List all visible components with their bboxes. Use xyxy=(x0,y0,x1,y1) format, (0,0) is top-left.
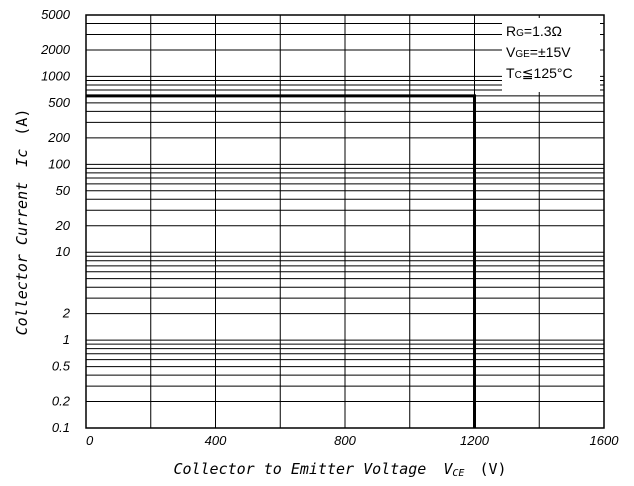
legend-entry: VGE=±15V xyxy=(506,44,571,60)
x-tick-label: 800 xyxy=(334,433,356,448)
y-tick-label: 0.5 xyxy=(52,359,71,374)
legend-entry: TC≦125°C xyxy=(506,65,573,81)
x-tick-label: 1200 xyxy=(460,433,490,448)
x-tick-label: 1600 xyxy=(590,433,620,448)
y-tick-label: 50 xyxy=(56,183,71,198)
y-tick-label: 0.1 xyxy=(52,420,70,435)
y-tick-labels: 0.1 0.2 0.5 1 2 10 20 50 100 200 500 1000 2000 5000 xyxy=(40,7,71,435)
x-axis-unit: (V) xyxy=(479,460,506,478)
y-tick-label: 500 xyxy=(48,95,70,110)
y-axis-text: Collector Current xyxy=(13,182,31,336)
x-axis-text: Collector to Emitter Voltage xyxy=(173,460,426,478)
legend-box: RG=1.3Ω VGE=±15V TC≦125°C xyxy=(502,18,600,92)
legend-value: =1.3Ω xyxy=(524,23,562,39)
y-tick-label: 20 xyxy=(55,218,71,233)
y-tick-label: 10 xyxy=(56,244,71,259)
y-axis-unit: (A) xyxy=(13,109,31,136)
legend-subscript: C xyxy=(515,70,522,81)
plot-frame xyxy=(85,14,605,429)
y-tick-label: 5000 xyxy=(41,7,71,22)
legend-subscript: G xyxy=(516,28,524,39)
legend-symbol: R xyxy=(506,23,516,39)
y-tick-label: 100 xyxy=(48,156,70,171)
soa-boundary-line xyxy=(86,94,476,428)
x-tick-labels: 0 400 800 1200 1600 xyxy=(86,433,619,448)
y-tick-label: 200 xyxy=(47,130,70,145)
y-tick-label: 2 xyxy=(62,306,71,321)
x-axis-label: Collector to Emitter Voltage VCE (V) xyxy=(173,460,506,480)
y-tick-label: 0.2 xyxy=(52,394,71,409)
y-tick-label: 1000 xyxy=(41,68,71,83)
legend-value: =±15V xyxy=(530,44,571,60)
legend-value: ≦125°C xyxy=(522,65,573,81)
legend-symbol: V xyxy=(506,44,516,60)
y-tick-label: 1 xyxy=(63,332,70,347)
legend-subscript: GE xyxy=(515,49,530,60)
y-axis-label: Collector Current Ic (A) xyxy=(13,109,31,336)
x-axis-symbol: V xyxy=(443,460,453,478)
x-tick-label: 0 xyxy=(86,433,94,448)
legend-symbol: T xyxy=(506,65,515,81)
x-tick-label: 400 xyxy=(205,433,227,448)
series-layer xyxy=(86,94,476,428)
y-axis-symbol: Ic xyxy=(13,149,31,167)
legend-entry: RG=1.3Ω xyxy=(506,23,562,39)
x-axis-subscript: CE xyxy=(452,468,464,479)
y-tick-label: 2000 xyxy=(40,42,71,57)
